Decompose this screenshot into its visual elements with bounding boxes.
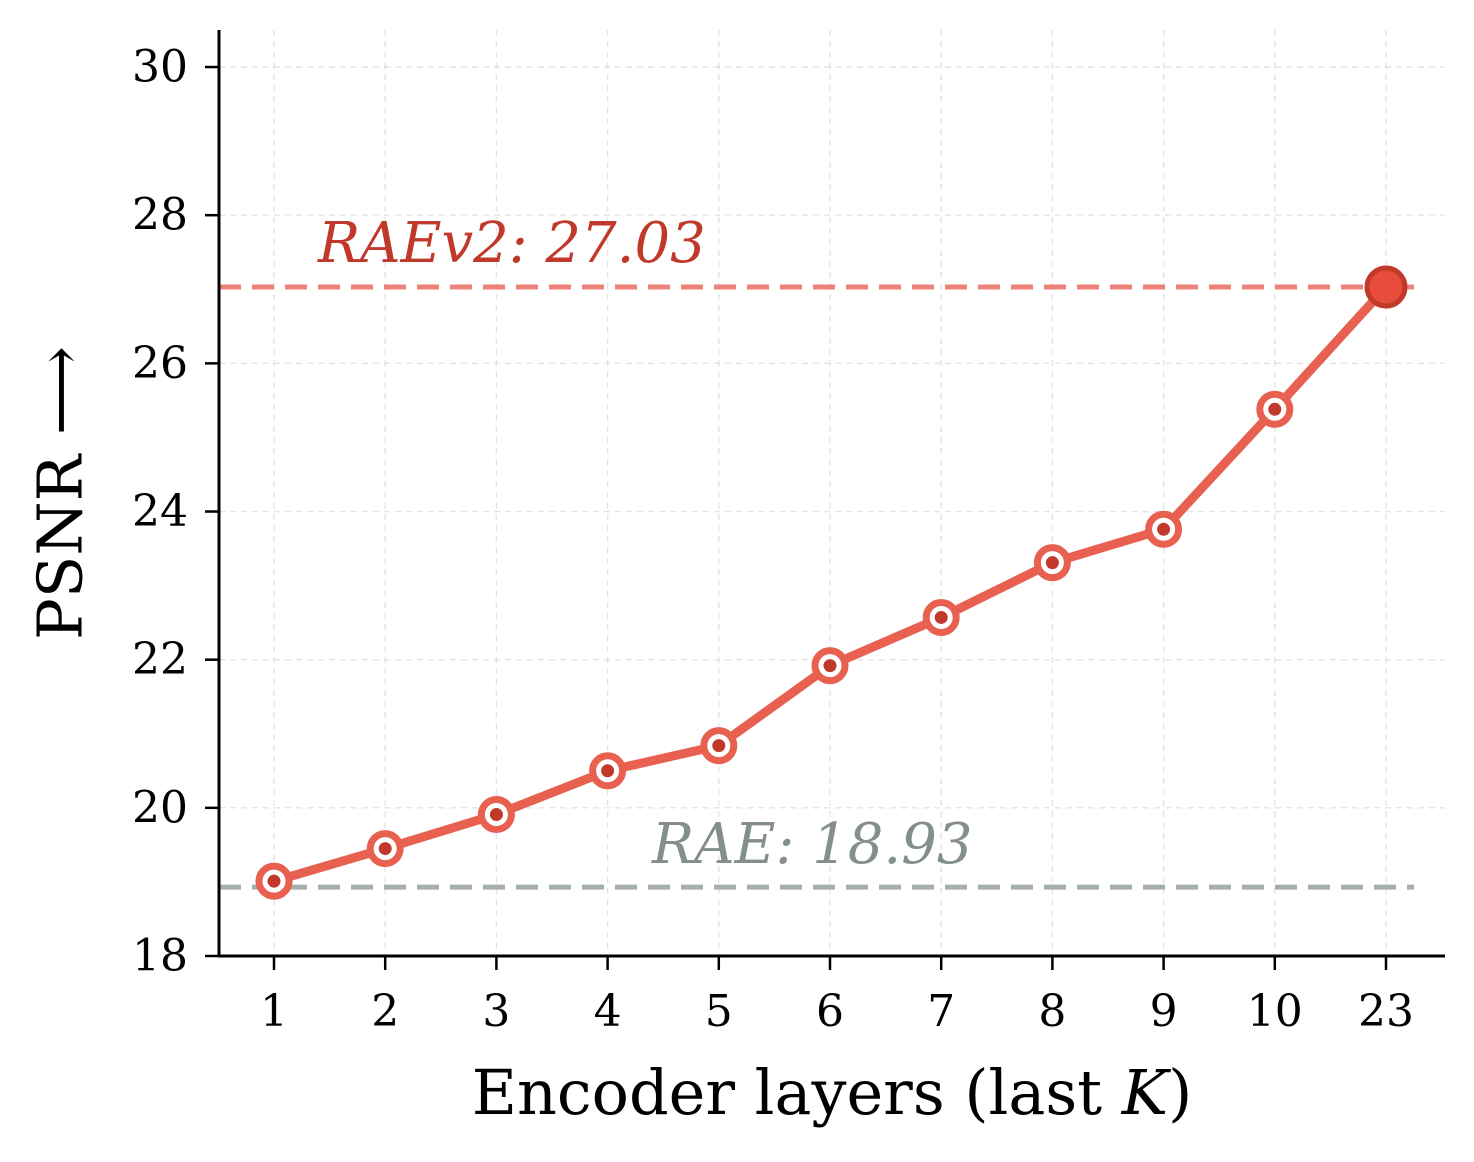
x-tick-label: 8	[1038, 986, 1066, 1037]
reference-lines	[219, 284, 1414, 890]
x-tick-label: 10	[1247, 986, 1303, 1037]
data-point-dot	[712, 739, 726, 753]
data-point-dot	[823, 659, 837, 673]
x-tick-label: 6	[816, 986, 844, 1037]
x-tick-label: 3	[482, 986, 510, 1037]
y-tick-label: 24	[132, 486, 188, 537]
raev2-annotation: RAEv2: 27.03	[317, 211, 706, 276]
data-point-dot	[601, 764, 615, 778]
x-tick-label: 23	[1358, 986, 1414, 1037]
rae-annotation: RAE: 18.93	[651, 812, 972, 877]
x-tick-label: 2	[371, 986, 399, 1037]
data-point-dot	[378, 842, 392, 856]
highlight-point	[1364, 265, 1408, 309]
axes	[217, 30, 1445, 958]
x-axis-title-suffix: )	[1168, 1056, 1192, 1129]
data-point-dot	[267, 874, 281, 888]
data-point-dot	[1045, 556, 1059, 570]
x-axis-title-variable: K	[1121, 1056, 1172, 1129]
x-tick-label: 5	[705, 986, 733, 1037]
series-markers	[255, 265, 1408, 900]
data-point-dot	[934, 610, 948, 624]
x-axis-title: Encoder layers (last K)	[472, 1056, 1193, 1129]
x-axis-title-prefix: Encoder layers (last	[472, 1056, 1122, 1129]
data-point-dot	[1157, 522, 1171, 536]
y-tick-label: 20	[132, 782, 188, 833]
y-axis-title: PSNR ⟶	[24, 346, 97, 640]
x-tick-label: 9	[1150, 986, 1178, 1037]
x-tick-label: 4	[594, 986, 622, 1037]
data-point-dot	[489, 808, 503, 822]
x-ticks: 1 2 3 4 5 6 7 8 9 10 23	[260, 956, 1414, 1037]
y-tick-label: 28	[132, 190, 188, 241]
y-tick-label: 22	[132, 634, 188, 685]
grid-lines	[219, 30, 1445, 956]
y-tick-label: 30	[132, 42, 188, 93]
x-tick-label: 7	[927, 986, 955, 1037]
y-ticks: 18 20 22 24 26 28 30	[132, 42, 219, 982]
annotations: RAEv2: 27.03 RAE: 18.93	[317, 211, 972, 877]
data-point-dot	[1268, 402, 1282, 416]
y-tick-label: 18	[132, 931, 188, 982]
y-tick-label: 26	[132, 338, 188, 389]
x-tick-label: 1	[260, 986, 288, 1037]
